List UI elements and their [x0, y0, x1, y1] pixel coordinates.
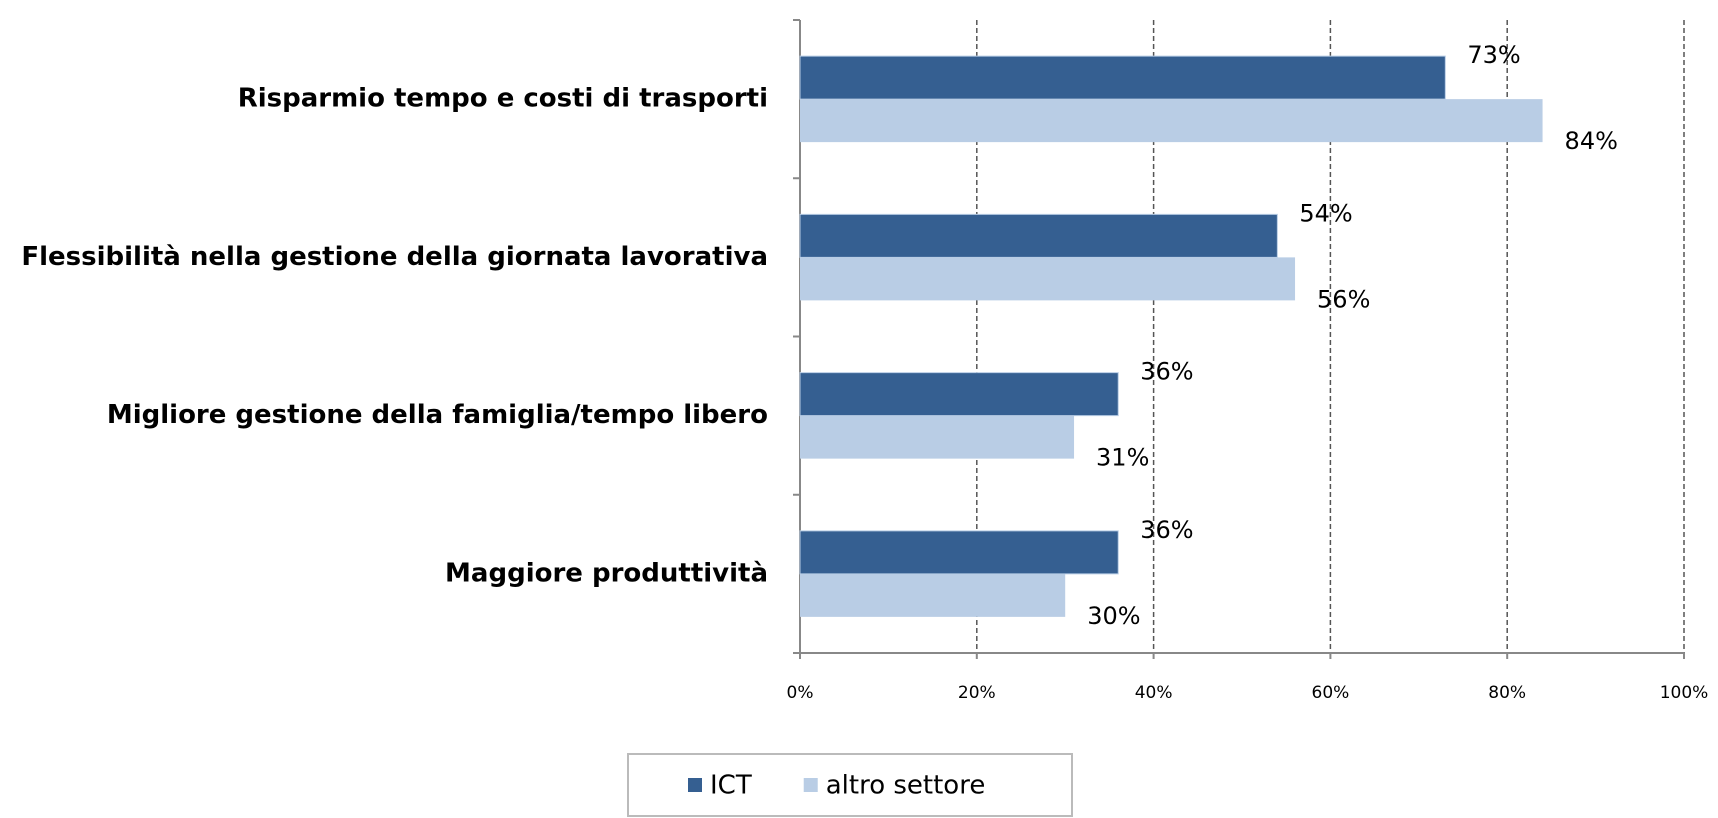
bar — [800, 415, 1075, 459]
bar — [799, 530, 1119, 575]
bar — [799, 55, 1446, 100]
x-tick-label: 0% — [787, 683, 814, 703]
y-tick-label: Maggiore produttività — [445, 558, 768, 588]
data-label: 30% — [1087, 602, 1140, 630]
data-label: 36% — [1140, 358, 1193, 386]
bar — [800, 573, 1066, 617]
x-tick-label: 60% — [1312, 683, 1350, 703]
data-label: 36% — [1140, 516, 1193, 544]
bar — [800, 257, 1296, 301]
legend-swatch — [688, 778, 702, 792]
legend-label: ICT — [710, 771, 752, 801]
x-tick-label: 80% — [1488, 683, 1526, 703]
y-tick-label: Migliore gestione della famiglia/tempo l… — [107, 400, 768, 430]
data-label: 54% — [1299, 199, 1352, 227]
x-tick-label: 20% — [958, 683, 996, 703]
y-tick-label: Risparmio tempo e costi di trasporti — [238, 84, 768, 114]
bar — [800, 99, 1543, 143]
data-label: 84% — [1565, 127, 1618, 155]
data-label: 31% — [1096, 444, 1149, 472]
bar — [799, 213, 1278, 258]
y-tick-label: Flessibilità nella gestione della giorna… — [21, 242, 768, 272]
legend-swatch — [803, 778, 818, 792]
bar — [799, 372, 1119, 417]
legend-label: altro settore — [826, 771, 986, 801]
x-tick-label: 100% — [1660, 683, 1709, 703]
data-label: 73% — [1467, 41, 1520, 69]
data-label: 56% — [1317, 285, 1370, 313]
x-tick-label: 40% — [1135, 683, 1173, 703]
